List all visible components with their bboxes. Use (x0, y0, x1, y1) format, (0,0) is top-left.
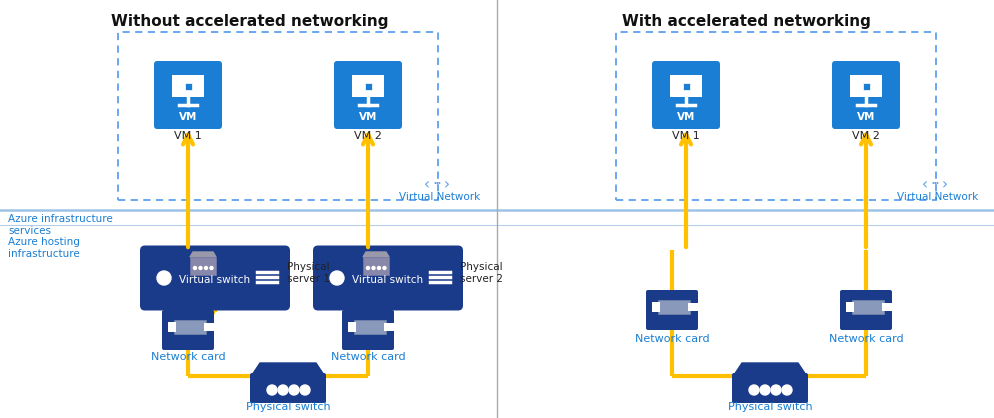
Text: ·: · (436, 178, 441, 193)
Text: Virtual Network: Virtual Network (400, 192, 481, 202)
Circle shape (372, 267, 375, 270)
Bar (348, 322, 356, 332)
Text: With accelerated networking: With accelerated networking (621, 14, 871, 29)
Bar (616, 32, 936, 200)
Text: Azure hosting
infrastructure: Azure hosting infrastructure (8, 237, 80, 259)
FancyBboxPatch shape (313, 245, 463, 311)
FancyBboxPatch shape (154, 61, 222, 129)
Text: VM: VM (359, 112, 377, 122)
FancyBboxPatch shape (334, 61, 402, 129)
Polygon shape (734, 363, 806, 375)
Text: Without accelerated networking: Without accelerated networking (111, 14, 389, 29)
Polygon shape (252, 363, 324, 375)
Text: VM 1: VM 1 (672, 131, 700, 141)
Text: ·: · (432, 178, 437, 193)
Circle shape (367, 267, 370, 270)
Text: VM: VM (179, 112, 197, 122)
Text: Network card: Network card (151, 352, 226, 362)
Text: ·: · (934, 178, 939, 193)
Text: VM 1: VM 1 (174, 131, 202, 141)
Text: Physical
server 2: Physical server 2 (460, 262, 503, 283)
Circle shape (205, 267, 208, 270)
Circle shape (267, 385, 277, 395)
Bar (190, 257, 216, 275)
Circle shape (760, 385, 770, 395)
Bar (384, 323, 394, 331)
Text: Physical switch: Physical switch (728, 402, 812, 412)
Bar (172, 75, 204, 97)
Bar (668, 321, 676, 328)
Text: Physical switch: Physical switch (246, 402, 330, 412)
FancyBboxPatch shape (840, 290, 892, 330)
Text: Network card: Network card (635, 334, 710, 344)
Polygon shape (363, 252, 389, 257)
Circle shape (157, 271, 171, 285)
Circle shape (199, 267, 202, 270)
Bar (850, 75, 882, 97)
Bar (863, 82, 870, 89)
Text: ›: › (942, 178, 948, 193)
Circle shape (378, 267, 381, 270)
Text: ·: · (932, 178, 937, 193)
Text: Virtual switch: Virtual switch (179, 275, 250, 285)
Bar (658, 300, 690, 314)
Bar (852, 300, 884, 314)
Bar (846, 302, 854, 312)
Bar (688, 303, 698, 311)
Bar (184, 341, 192, 348)
FancyBboxPatch shape (732, 373, 808, 403)
Circle shape (289, 385, 299, 395)
Bar (882, 303, 892, 311)
Circle shape (782, 385, 792, 395)
Text: Physical
server 1: Physical server 1 (287, 262, 330, 283)
FancyBboxPatch shape (162, 310, 214, 350)
Circle shape (210, 267, 213, 270)
Bar (363, 257, 389, 275)
Bar (118, 32, 438, 200)
Bar (670, 75, 702, 97)
Bar (204, 323, 214, 331)
Text: Network card: Network card (829, 334, 904, 344)
FancyBboxPatch shape (652, 61, 720, 129)
Text: ›: › (444, 178, 450, 193)
FancyBboxPatch shape (832, 61, 900, 129)
Bar (683, 82, 690, 89)
Circle shape (749, 385, 759, 395)
Bar (185, 82, 192, 89)
Polygon shape (190, 252, 216, 257)
Bar (365, 82, 372, 89)
Bar (174, 320, 206, 334)
Text: Virtual Network: Virtual Network (898, 192, 979, 202)
Text: Virtual switch: Virtual switch (352, 275, 423, 285)
Text: VM 2: VM 2 (852, 131, 880, 141)
Bar (352, 75, 384, 97)
Circle shape (278, 385, 288, 395)
Bar (354, 320, 386, 334)
FancyBboxPatch shape (140, 245, 290, 311)
Text: ‹: ‹ (424, 178, 430, 193)
Text: VM: VM (857, 112, 875, 122)
Circle shape (771, 385, 781, 395)
Circle shape (300, 385, 310, 395)
Bar (364, 341, 372, 348)
FancyBboxPatch shape (646, 290, 698, 330)
Text: Azure infrastructure
services: Azure infrastructure services (8, 214, 112, 236)
Text: VM: VM (677, 112, 695, 122)
Circle shape (330, 271, 344, 285)
FancyBboxPatch shape (250, 373, 326, 403)
Text: ·: · (930, 178, 935, 193)
Bar (168, 322, 176, 332)
Text: ‹: ‹ (922, 178, 928, 193)
Bar (652, 302, 660, 312)
FancyBboxPatch shape (342, 310, 394, 350)
Text: ·: · (434, 178, 439, 193)
Text: Network card: Network card (331, 352, 406, 362)
Text: VM 2: VM 2 (354, 131, 382, 141)
Bar (862, 321, 870, 328)
Circle shape (194, 267, 197, 270)
Circle shape (383, 267, 386, 270)
